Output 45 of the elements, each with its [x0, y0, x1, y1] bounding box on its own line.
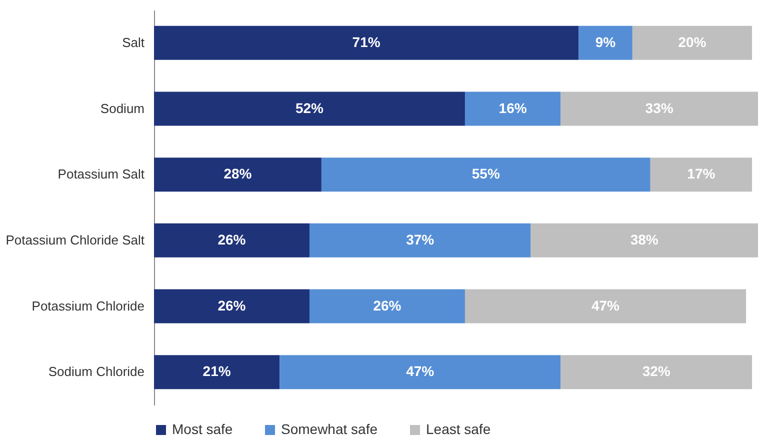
data-label: 38% [630, 231, 659, 248]
data-label: 20% [678, 34, 707, 50]
y-tick-label: Sodium Chloride [48, 364, 144, 380]
y-tick-label: Potassium Chloride [32, 298, 144, 314]
data-label: 16% [498, 100, 528, 116]
data-label: 37% [406, 231, 435, 248]
bar [154, 158, 322, 192]
data-label: 55% [472, 166, 500, 182]
legend-label: Somewhat safe [281, 421, 378, 437]
bar [560, 92, 758, 126]
data-label: 26% [218, 297, 246, 314]
data-label: 21% [202, 363, 232, 380]
legend-label: Most safe [172, 421, 233, 437]
bar [309, 223, 531, 258]
data-label: 47% [406, 363, 435, 380]
data-label: 26% [373, 297, 402, 314]
data-label: 28% [224, 166, 252, 182]
legend-label: Least safe [426, 421, 491, 437]
y-tick-label: Potassium Chloride Salt [6, 232, 145, 248]
bar [321, 158, 650, 192]
bar [464, 289, 746, 324]
bar [632, 26, 752, 60]
data-label: 52% [295, 100, 324, 116]
bar [464, 92, 561, 126]
data-label: 47% [591, 297, 620, 314]
y-tick-label: Salt [122, 34, 145, 50]
data-label: 71% [352, 34, 381, 50]
bar [578, 26, 632, 60]
y-tick-label: Potassium Salt [58, 166, 145, 182]
bar [154, 355, 280, 390]
data-label: 32% [642, 363, 671, 380]
bar [280, 355, 561, 390]
bar [530, 223, 758, 258]
data-label: 17% [687, 166, 716, 182]
data-label: 26% [218, 231, 246, 248]
bar [154, 289, 310, 324]
bar [154, 223, 310, 258]
data-label: 9% [595, 34, 616, 50]
bar [154, 26, 579, 60]
bar [309, 289, 465, 324]
bar [560, 355, 752, 390]
data-label: 33% [645, 100, 674, 116]
y-tick-label: Sodium [100, 100, 144, 116]
bar [154, 92, 465, 126]
bar [650, 158, 752, 192]
